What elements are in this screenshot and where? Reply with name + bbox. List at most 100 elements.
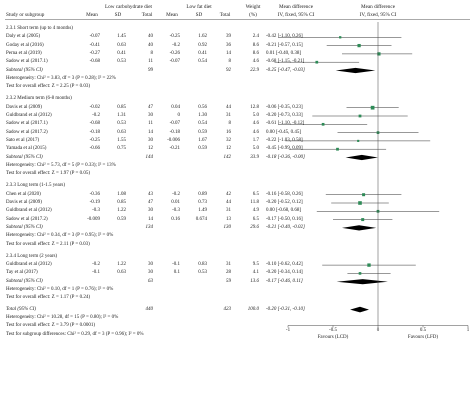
subtotal-diamond-0	[335, 67, 376, 74]
study-row-2-0-lc-n: 43	[148, 191, 153, 197]
subtotal-lf-n-1: 142	[223, 154, 232, 160]
study-row-2-2-lf-n: 31	[226, 208, 231, 214]
x-tick-label-2: 0	[376, 328, 380, 333]
study-row-1-5-weight: 5.0	[252, 146, 259, 152]
study-row-0-2-lc-mean: -0.27	[89, 50, 100, 56]
study-row-0-2-name: Perna et al (2019)	[6, 50, 42, 56]
header-lc-mean: Mean	[86, 12, 98, 18]
study-row-3-1-name: Tay et al (2017)	[6, 270, 38, 276]
study-row-1-2-lc-sd: 0.53	[117, 121, 126, 127]
subgroup-title-0: 2.3.1 Short term (up to 4 months)	[6, 26, 73, 31]
study-row-3-0-lf-n: 31	[226, 262, 231, 268]
subtotal-lc-n-1: 144	[145, 154, 154, 160]
study-row-1-1-lf-mean: 0	[177, 113, 181, 118]
study-row-0-3-lc-n: 11	[148, 59, 153, 65]
x-tick-label-4: 1	[466, 328, 470, 333]
subtotal-lc-n-0: 99	[148, 67, 153, 73]
study-row-0-0-name: Daly et al (2005)	[6, 34, 41, 40]
study-row-1-1-name: Guldbrand et al (2012)	[6, 113, 52, 118]
header-plot-md: Mean difference	[360, 4, 396, 10]
study-row-1-3-lc-mean: -0.18	[89, 129, 100, 135]
study-row-1-2-lf-mean: -0.07	[169, 121, 180, 127]
study-row-2-1-lc-mean: -0.19	[89, 200, 100, 205]
subtotal-lc-n-3: 63	[148, 278, 153, 284]
study-row-2-2-lc-sd: 1.22	[117, 208, 126, 214]
study-row-1-5-lf-mean: -0.21	[169, 146, 180, 152]
study-row-1-5-lc-sd: 0.75	[117, 146, 126, 152]
study-row-2-3-lc-mean: -0.009	[87, 216, 100, 222]
study-row-3-1-square	[358, 272, 362, 275]
study-row-1-0-weight: 12.8	[250, 104, 259, 110]
study-row-0-3-lf-mean: -0.07	[169, 59, 180, 65]
header-lf-sd: SD	[195, 12, 203, 18]
study-row-3-0-lc-sd: 1.22	[117, 262, 126, 268]
study-row-1-3-lc-sd: 0.63	[117, 129, 126, 135]
study-row-2-2-lc-mean: -0.3	[92, 208, 100, 214]
overall-effect-3: Test for overall effect: Z = 1.17 (P = 0…	[6, 295, 91, 301]
subtotal-lf-n-2: 130	[223, 224, 232, 230]
study-row-2-1-lf-mean: 0.01	[171, 200, 180, 205]
study-row-0-2-lc-sd: 0.41	[117, 50, 126, 56]
study-row-2-2-lf-sd: 1.49	[198, 208, 207, 214]
study-row-1-1-lc-n: 30	[148, 113, 153, 118]
study-row-0-1-name: Goday et al (2016)	[6, 42, 44, 48]
study-row-1-1-lc-mean: -0.2	[92, 113, 100, 118]
study-row-1-0-lc-mean: -0.02	[89, 104, 100, 110]
study-row-2-0-square	[362, 193, 366, 197]
study-row-2-1-name: Davis et al (2009)	[6, 200, 42, 205]
study-row-1-4-lf-sd: 1.67	[198, 137, 207, 143]
study-row-3-0-name: Guldbrand et al (2012)	[6, 262, 52, 268]
study-row-1-4-lf-n: 32	[226, 137, 231, 143]
study-row-3-1-weight: 4.1	[252, 270, 259, 276]
study-row-1-0-lc-n: 47	[148, 104, 153, 110]
study-row-2-3-lf-mean: 0.16	[171, 216, 180, 222]
study-row-1-1-weight: 5.0	[252, 113, 259, 118]
study-row-2-3-ci: -0.17 [-0.50, 0.16]	[266, 216, 303, 222]
study-row-0-1-lf-sd: 0.92	[198, 42, 207, 48]
study-row-2-3-square	[361, 218, 365, 222]
study-row-2-0-name: Chen et al (2020)	[6, 191, 41, 197]
study-row-0-1-lc-n: 40	[148, 42, 153, 48]
study-row-0-0-lc-sd: 1.45	[117, 34, 126, 40]
header-lf-mean: Mean	[166, 12, 178, 18]
header-weight-unit: (%)	[249, 12, 257, 18]
subtotal-ci-0: -0.25 [-0.47, -0.03]	[266, 67, 305, 73]
header-lc-total: Total	[141, 12, 153, 18]
total-overall-effect: Test for overall effect: Z = 3.79 (P = 0…	[6, 323, 96, 329]
x-tick-label-3: 0.5	[419, 328, 427, 333]
study-row-1-0-square	[370, 105, 375, 110]
study-row-0-2-square	[377, 52, 381, 56]
subtotal-label-1: Subtotal (95% CI)	[6, 154, 43, 160]
study-row-0-2-lf-sd: 0.41	[198, 50, 207, 56]
study-row-0-2-weight: 8.6	[252, 50, 259, 56]
study-row-2-1-weight: 11.8	[250, 200, 259, 205]
study-row-1-0-ci: -0.06 [-0.35, 0.23]	[266, 104, 303, 110]
study-row-3-0-weight: 9.5	[252, 262, 259, 268]
study-row-1-4-square	[357, 139, 360, 142]
study-row-1-0-name: Davis et al (2009)	[6, 104, 42, 110]
study-row-0-1-square	[357, 43, 361, 48]
study-row-1-2-lf-n: 8	[228, 121, 232, 127]
study-row-1-3-ci: 0.00 [-0.45, 0.45]	[266, 129, 301, 135]
header-plot-ci: IV, fixed, 95% CI	[359, 12, 397, 18]
header-lf-total: Total	[219, 12, 231, 18]
study-row-1-5-name: Yamada et al (2015)	[6, 146, 47, 152]
study-row-3-0-lc-n: 30	[148, 262, 153, 268]
study-row-0-0-weight: 2.4	[252, 34, 259, 40]
study-row-2-1-lc-sd: 0.85	[117, 200, 126, 205]
study-row-3-0-lc-mean: -0.2	[92, 262, 100, 268]
header-study: Study or subgroup	[6, 12, 45, 18]
subtotal-diamond-2	[342, 225, 377, 231]
study-row-1-0-lf-n: 44	[226, 104, 231, 110]
study-row-2-3-weight: 6.5	[252, 216, 259, 222]
subgroup-title-2: 2.3.3 Long term (1-1.5 years)	[6, 183, 66, 189]
study-row-0-3-ci: -0.68 [-1.15, -0.21]	[266, 59, 305, 65]
header-md-ci: IV, fixed, 95% CI	[277, 12, 315, 18]
heterogeneity-3: Heterogeneity: Chi² = 0.10, df = 1 (P = …	[6, 287, 114, 292]
header-md: Mean difference	[278, 4, 314, 10]
subtotal-diamond-3	[336, 279, 388, 285]
study-row-0-2-lf-n: 14	[226, 50, 231, 56]
x-tick-label-1: -0.5	[329, 328, 337, 333]
study-row-1-5-ci: -0.45 [-0.99, 0.09]	[266, 146, 303, 152]
study-row-2-0-ci: -0.16 [-0.58, 0.26]	[266, 191, 303, 197]
